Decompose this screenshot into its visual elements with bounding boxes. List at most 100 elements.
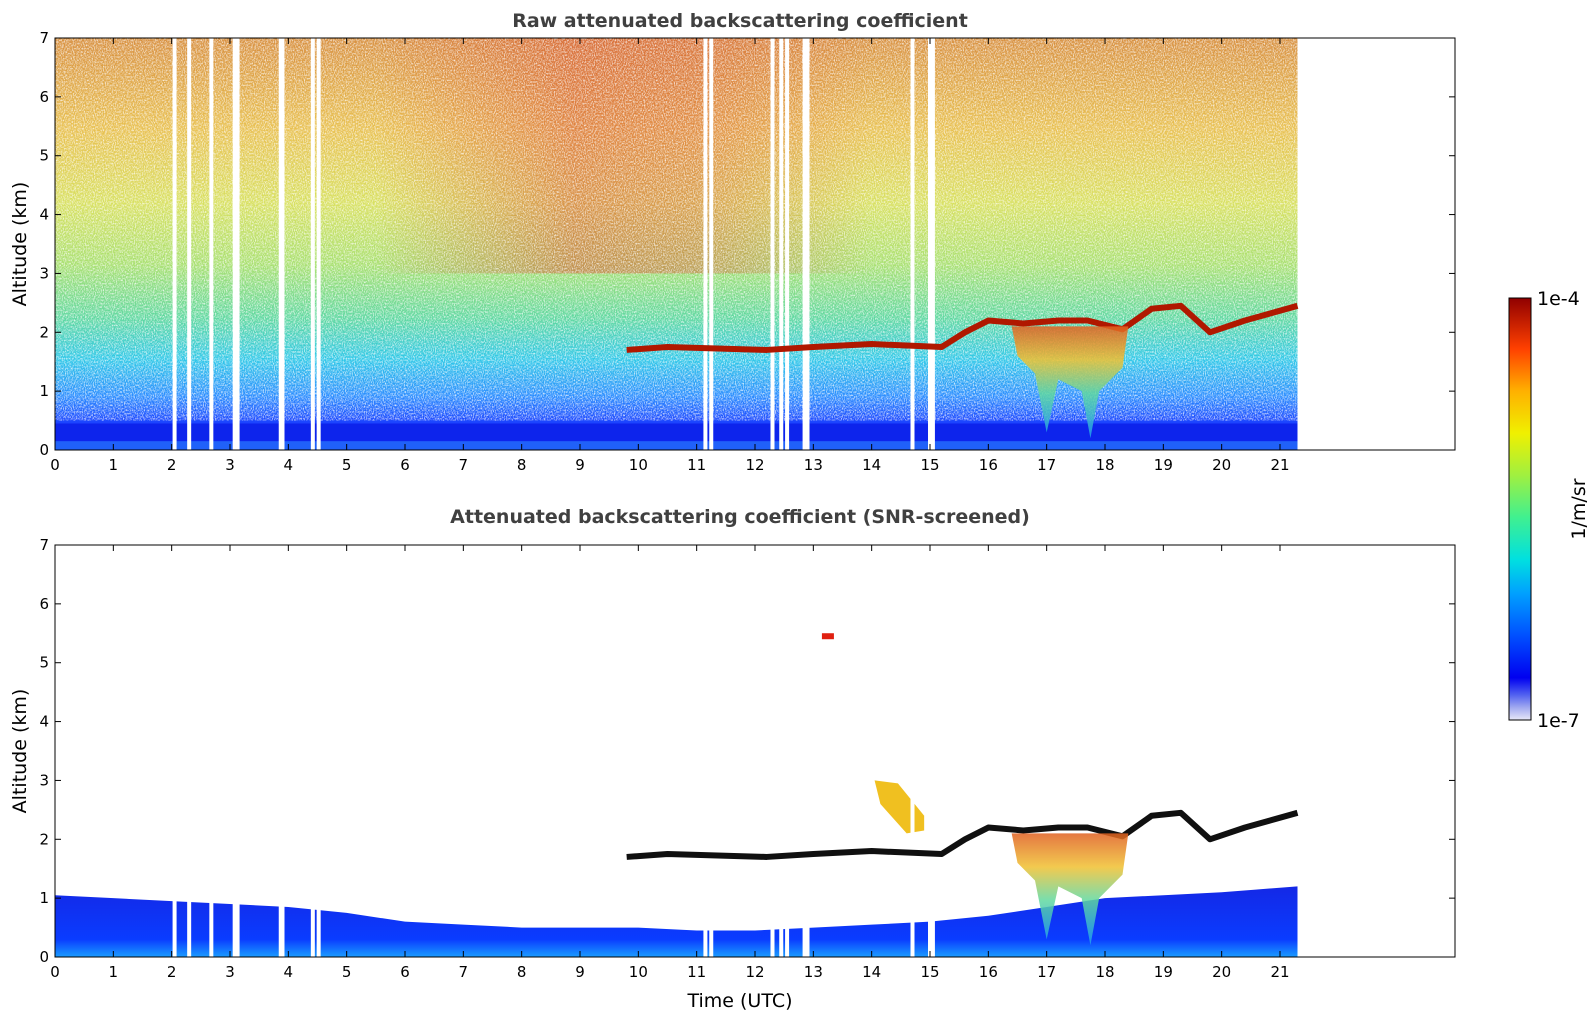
data-gap <box>930 38 935 450</box>
x-tick-label: 15 <box>920 963 939 981</box>
x-tick-label: 11 <box>687 963 706 981</box>
x-tick-label: 9 <box>575 456 585 474</box>
data-gap <box>172 38 177 450</box>
x-tick-label: 12 <box>745 456 764 474</box>
x-tick-label: 3 <box>225 456 235 474</box>
x-tick-label: 17 <box>1037 456 1056 474</box>
top-panel-plot: 0 1 2 3 4 5 6 7 8 9 10 11 12 13 14 15 16 17 18 19 20 21 01234… <box>39 29 1456 474</box>
colorbar: 1e-4 1e-7 1/m/sr <box>1508 288 1590 732</box>
top-data-gaps <box>172 38 935 450</box>
data-gap <box>910 38 915 450</box>
data-gap <box>802 38 807 450</box>
x-tick-label: 14 <box>862 456 881 474</box>
data-gap <box>779 545 784 957</box>
x-tick-label: 5 <box>342 963 352 981</box>
y-tick-label: 7 <box>39 29 49 47</box>
bottom-cloud-layer <box>626 809 1299 946</box>
y-tick-label: 3 <box>39 771 49 789</box>
data-gap <box>802 545 807 957</box>
top-y-axis-ticks: 0 1 2 3 4 5 6 7 <box>39 29 1455 459</box>
cloud-base-line <box>626 809 1299 860</box>
x-tick-label: 7 <box>459 963 469 981</box>
data-gap <box>928 545 932 957</box>
x-tick-label: 16 <box>979 963 998 981</box>
bottom-x-axis-ticks: 0 1 2 3 4 5 6 7 8 9 10 11 12 13 14 15 16 17 18 19 20 21 <box>50 545 1290 981</box>
data-gap <box>209 38 214 450</box>
x-tick-label: 19 <box>1154 963 1173 981</box>
elevated-feature <box>874 780 925 834</box>
data-gap <box>709 38 714 450</box>
colorbar-max-label: 1e-4 <box>1537 288 1580 310</box>
x-tick-label: 11 <box>687 456 706 474</box>
x-tick-label: 4 <box>284 963 294 981</box>
y-tick-label: 4 <box>39 206 49 224</box>
x-tick-label: 16 <box>979 456 998 474</box>
raw-surface-band <box>55 441 1298 450</box>
data-gap <box>805 545 810 957</box>
data-gap <box>779 38 784 450</box>
data-gap <box>316 38 321 450</box>
x-tick-label: 13 <box>804 456 823 474</box>
x-tick-label: 13 <box>804 963 823 981</box>
x-tick-label: 6 <box>400 456 410 474</box>
x-tick-label: 10 <box>629 456 648 474</box>
x-tick-label: 2 <box>167 456 177 474</box>
y-tick-label: 6 <box>39 88 49 106</box>
x-tick-label: 8 <box>517 963 527 981</box>
data-gap <box>316 545 321 957</box>
data-gap <box>785 38 790 450</box>
x-tick-label: 10 <box>629 963 648 981</box>
x-tick-label: 19 <box>1154 456 1173 474</box>
x-tick-label: 6 <box>400 963 410 981</box>
data-gap <box>232 545 237 957</box>
data-gap <box>930 545 935 957</box>
precipitation-plume <box>1011 326 1129 439</box>
y-tick-label: 6 <box>39 595 49 613</box>
data-gap <box>235 545 240 957</box>
data-gap <box>805 38 810 450</box>
top-cloud-layer <box>626 302 1299 439</box>
data-gap <box>280 545 285 957</box>
data-gap <box>172 545 177 957</box>
x-tick-label: 9 <box>575 963 585 981</box>
top-x-axis-ticks: 0 1 2 3 4 5 6 7 8 9 10 11 12 13 14 15 16 17 18 19 20 21 <box>50 38 1290 474</box>
top-heatmap-field <box>55 38 1298 450</box>
data-gap <box>310 545 315 957</box>
y-tick-label: 4 <box>39 713 49 731</box>
y-tick-label: 5 <box>39 147 49 165</box>
x-tick-label: 15 <box>920 456 939 474</box>
x-tick-label: 18 <box>1095 963 1114 981</box>
bottom-y-axis-label: Altitude (km) <box>9 689 31 814</box>
x-tick-label: 4 <box>284 456 294 474</box>
top-panel-title: Raw attenuated backscattering coefficien… <box>512 10 968 32</box>
x-tick-label: 21 <box>1270 963 1289 981</box>
y-tick-label: 0 <box>39 948 49 966</box>
y-tick-label: 1 <box>39 889 49 907</box>
data-gap <box>910 545 915 957</box>
elevated-feature <box>821 633 834 640</box>
cloud-base-line <box>626 302 1299 353</box>
x-tick-label: 1 <box>109 963 119 981</box>
bottom-panel-title: Attenuated backscattering coefficient (S… <box>450 506 1030 528</box>
x-tick-label: 21 <box>1270 456 1289 474</box>
data-gap <box>280 38 285 450</box>
x-tick-label: 8 <box>517 456 527 474</box>
bottom-heatmap-field <box>55 633 1298 957</box>
x-tick-label: 12 <box>745 963 764 981</box>
data-gap <box>187 38 192 450</box>
data-gap <box>310 38 315 450</box>
x-tick-label: 2 <box>167 963 177 981</box>
x-tick-label: 20 <box>1212 456 1231 474</box>
data-gap <box>928 38 932 450</box>
data-gap <box>187 545 192 957</box>
y-tick-label: 0 <box>39 441 49 459</box>
x-tick-label: 5 <box>342 456 352 474</box>
colorbar-min-label: 1e-7 <box>1537 710 1580 732</box>
data-gap <box>209 545 214 957</box>
data-gap <box>770 545 775 957</box>
x-tick-label: 14 <box>862 963 881 981</box>
x-tick-label: 1 <box>109 456 119 474</box>
x-tick-label: 7 <box>459 456 469 474</box>
data-gap <box>235 38 240 450</box>
precipitation-plume <box>1011 833 1129 946</box>
